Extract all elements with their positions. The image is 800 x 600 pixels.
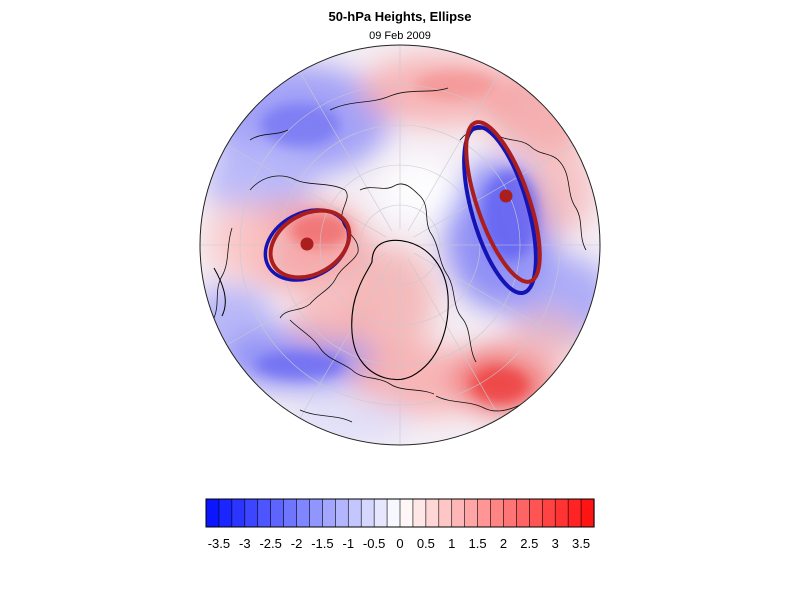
- colorbar-cell: [335, 498, 349, 528]
- colorbar-cell: [503, 498, 518, 528]
- colorbar-cell: [529, 498, 543, 528]
- colorbar-tick-label: -0.5: [363, 536, 385, 551]
- map-title: 50-hPa Heights, Ellipse: [328, 9, 472, 24]
- ellipse-west-red: [268, 208, 352, 280]
- colorbar-tick-label: -3.5: [208, 536, 230, 551]
- colorbar-cell: [580, 498, 595, 528]
- colorbar-cell: [464, 498, 479, 528]
- polar-map: [199, 44, 601, 446]
- colorbar-cell: [218, 498, 233, 528]
- colorbar-cell: [373, 498, 388, 528]
- colorbar-tick-label: 0: [396, 536, 403, 551]
- colorbar-cell: [322, 498, 336, 528]
- colorbar-tick-label: 1: [448, 536, 455, 551]
- colorbar-cells: [205, 498, 595, 528]
- colorbar-cell: [283, 498, 298, 528]
- colorbar-cell: [567, 498, 582, 528]
- colorbar-cell: [490, 498, 505, 528]
- ellipse-west-center: [300, 237, 314, 251]
- reference-contour: [351, 239, 449, 380]
- colorbar-cell: [360, 498, 375, 528]
- colorbar-cell: [425, 498, 440, 528]
- colorbar-tick-label: -3: [239, 536, 251, 551]
- colorbar-cell: [244, 498, 259, 528]
- colorbar-labels: -3.5 -3 -2.5 -2 -1.5 -1 -0.5 0 0.5 1 1.5 2 2.5 3 3.5: [208, 536, 590, 551]
- colorbar-frame: [205, 498, 595, 528]
- colorbar-tick-label: -1.5: [311, 536, 333, 551]
- colorbar-cell: [516, 498, 530, 528]
- reference-contour-west: [213, 267, 226, 317]
- colorbar-cell: [205, 498, 220, 528]
- ellipse-layer: [263, 120, 542, 296]
- colorbar-cell: [438, 498, 453, 528]
- colorbar-cell: [257, 498, 272, 528]
- colorbar-tick-label: 3: [552, 536, 559, 551]
- colorbar-tick-label: 3.5: [572, 536, 590, 551]
- colorbar-cell: [296, 498, 311, 528]
- colorbar-tick-label: -1: [342, 536, 354, 551]
- colorbar-tick-label: 0.5: [417, 536, 435, 551]
- colorbar-cell: [347, 498, 362, 528]
- coastlines: [213, 87, 587, 423]
- colorbar-cell: [231, 498, 246, 528]
- ellipse-east-red: [464, 120, 542, 284]
- colorbar-cell: [399, 498, 414, 528]
- colorbar-cell: [412, 498, 427, 528]
- colorbar-cell: [541, 498, 556, 528]
- colorbar-cell: [270, 498, 285, 528]
- colorbar-cell: [309, 498, 324, 528]
- colorbar-tick-label: -2: [291, 536, 303, 551]
- colorbar-tick-label: -2.5: [259, 536, 281, 551]
- ellipse-east-center: [499, 189, 513, 203]
- graticule: [200, 45, 600, 445]
- colorbar-tick-label: 1.5: [469, 536, 487, 551]
- colorbar-cell: [477, 498, 492, 528]
- colorbar-tick-label: 2.5: [520, 536, 538, 551]
- colorbar-tick-label: 2: [500, 536, 507, 551]
- ellipse-east-blue: [462, 124, 538, 296]
- map-date: 09 Feb 2009: [369, 30, 431, 42]
- colorbar: -3.5 -3 -2.5 -2 -1.5 -1 -0.5 0 0.5 1 1.5 2 2.5 3 3.5: [205, 498, 595, 551]
- colorbar-cell: [451, 498, 466, 528]
- colorbar-cell: [386, 498, 401, 528]
- colorbar-cell: [554, 498, 569, 528]
- map-boundary: [199, 44, 601, 446]
